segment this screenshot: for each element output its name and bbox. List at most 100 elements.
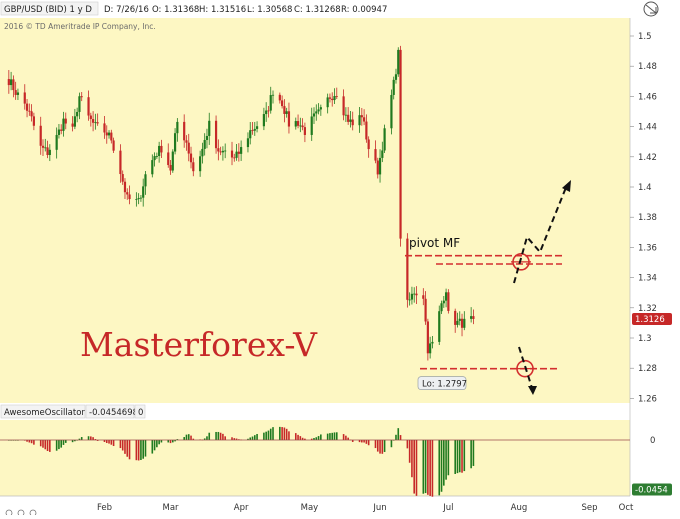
oscillator-bar (187, 434, 190, 440)
oscillator-bar (153, 440, 156, 451)
price-tick-label: 1.46 (638, 92, 657, 102)
candle-body (367, 139, 370, 150)
oscillator-bar (472, 440, 475, 466)
low-annotation: Lo: 1.2797 (417, 346, 560, 395)
oscillator-bar (128, 440, 131, 460)
pivot-label: pivot MF (409, 236, 460, 250)
oscillator-bar (381, 440, 384, 454)
candle-body (447, 292, 450, 311)
oscillator-bar (231, 437, 233, 440)
oscillator-bar (49, 440, 51, 452)
oscillator-bar (156, 440, 158, 448)
oscillator-bar (294, 433, 297, 440)
candle-body (57, 129, 61, 135)
candle-body (265, 110, 268, 115)
oscillator-bar (87, 436, 90, 440)
oscillator-bar (121, 440, 124, 451)
oscillator-bar (60, 440, 63, 448)
close-value: C: 1.31268 (294, 5, 341, 15)
settings-icon[interactable] (643, 1, 659, 17)
oscillator-bar (320, 434, 322, 440)
candle-body (155, 156, 158, 157)
candle-body (246, 138, 250, 148)
candle-body (62, 118, 65, 131)
oscillator-bar (135, 440, 138, 461)
candle-body (91, 119, 95, 123)
candle-body (399, 49, 402, 239)
candle-body (426, 321, 429, 354)
oscillator-bar (71, 440, 74, 443)
candle-body (463, 318, 466, 328)
oscillator-bar (30, 440, 33, 444)
oscillator-bar (427, 440, 429, 495)
candle-body (285, 111, 288, 114)
candle-body (110, 132, 113, 141)
oscillator-bar (304, 438, 306, 440)
candle-body (46, 147, 49, 155)
candle-body (55, 134, 58, 150)
candle-body (269, 95, 272, 111)
oscillator-bar (144, 440, 147, 457)
candle-body (208, 120, 211, 136)
symbol-box[interactable] (0, 1, 99, 16)
candle-body (383, 128, 386, 151)
candle-body (278, 94, 281, 101)
oscillator-bar (251, 436, 254, 440)
oscillator-bar (283, 427, 286, 440)
oscillator-bar (96, 440, 99, 441)
candle-body (315, 111, 318, 114)
candle-body (7, 79, 10, 86)
oscillator-bar (456, 440, 459, 474)
oscillator-bar (347, 437, 349, 440)
candle-body (328, 97, 332, 99)
candle-body (25, 103, 29, 111)
candle-body (299, 125, 302, 127)
candle-body (71, 123, 74, 127)
oscillator-bar (203, 438, 206, 440)
oscillator-bar (167, 440, 170, 443)
indicator-name-box[interactable] (0, 404, 86, 419)
oscillator-bar (224, 436, 226, 440)
candle-body (438, 311, 441, 342)
candle-body (137, 198, 140, 200)
candle-body (351, 119, 354, 126)
price-tick-label: 1.4 (638, 183, 652, 193)
range-value: R: 0.00947 (341, 5, 387, 15)
candle-body (32, 116, 35, 126)
candle-body (249, 130, 252, 139)
oscillator-bar (363, 440, 365, 443)
indicator-name: AwesomeOscillator (4, 408, 85, 418)
oscillator-bar (374, 440, 377, 449)
price-tick-label: 1.36 (638, 243, 657, 253)
candle-body (267, 110, 270, 112)
candle-body (408, 299, 411, 301)
candle-body (128, 194, 131, 200)
oscillator-bar (151, 440, 154, 454)
oscillator-bar (317, 436, 320, 440)
candle-body (319, 107, 322, 110)
oscillator-bar (33, 440, 35, 445)
candle-body (107, 132, 111, 136)
oscillator-bar (397, 428, 400, 440)
candle-body (472, 316, 475, 319)
candle-body (214, 120, 218, 149)
indicator-value-box (85, 404, 135, 419)
oscillator-bar (445, 440, 447, 480)
oscillator-bar (126, 440, 129, 457)
indicator-value: -0.0454698 (89, 408, 138, 418)
candle-body (349, 119, 352, 122)
bearish-arrowhead (528, 386, 537, 395)
candle-body (151, 160, 154, 175)
candle-body (14, 90, 17, 95)
price-tick-label: 1.48 (638, 62, 657, 72)
oscillator-bar (443, 440, 445, 486)
candle-body (48, 149, 51, 155)
candle-body (378, 157, 382, 175)
oscillator-bar (279, 426, 281, 440)
oscillator-bar (39, 440, 42, 447)
candle-body (424, 298, 427, 322)
candle-body (16, 92, 20, 95)
oscillator-bar (315, 437, 318, 440)
candle-body (470, 316, 473, 319)
